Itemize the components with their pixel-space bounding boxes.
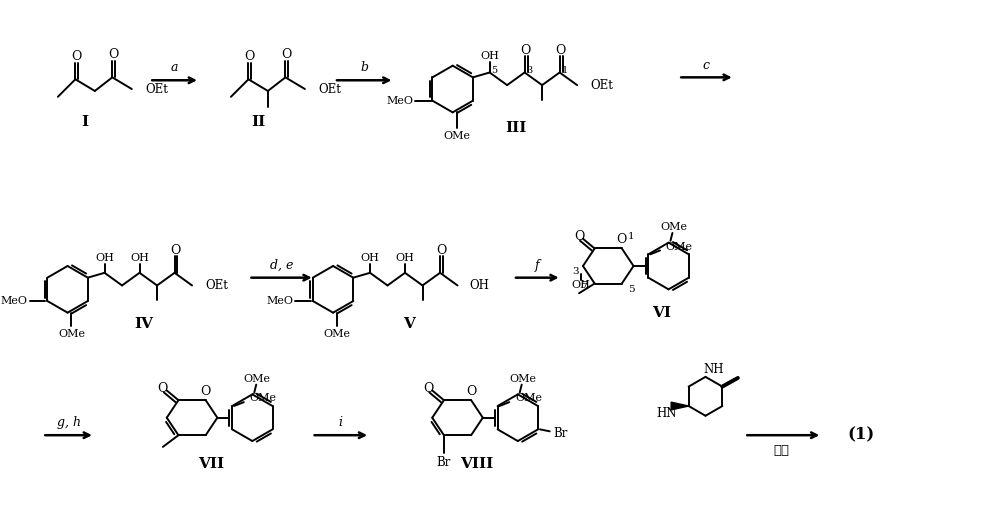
Text: O: O <box>200 385 211 398</box>
Text: 5: 5 <box>491 66 498 75</box>
Text: O: O <box>71 51 82 63</box>
Text: VI: VI <box>652 306 671 320</box>
Text: OMe: OMe <box>509 374 536 384</box>
Text: O: O <box>436 244 446 257</box>
Text: O: O <box>281 48 292 62</box>
Text: O: O <box>574 230 584 243</box>
Text: 5: 5 <box>628 285 635 294</box>
Text: OMe: OMe <box>443 131 470 140</box>
Text: OMe: OMe <box>666 242 693 252</box>
Polygon shape <box>671 402 689 410</box>
Text: c: c <box>703 59 710 71</box>
Text: I: I <box>82 115 89 129</box>
Text: O: O <box>108 48 118 62</box>
Text: g, h: g, h <box>57 417 81 429</box>
Text: OMe: OMe <box>323 329 350 339</box>
Text: d, e: d, e <box>270 259 293 272</box>
Text: Br: Br <box>437 456 451 469</box>
Text: i: i <box>339 417 343 429</box>
Text: 7: 7 <box>582 281 588 290</box>
Text: b: b <box>360 61 368 74</box>
Text: OMe: OMe <box>244 374 271 384</box>
Text: OH: OH <box>95 253 114 263</box>
Text: OEt: OEt <box>206 279 229 292</box>
Text: 3: 3 <box>572 268 579 276</box>
Text: 1: 1 <box>561 66 568 75</box>
Text: III: III <box>505 121 527 135</box>
Text: O: O <box>423 382 434 395</box>
Text: 1: 1 <box>628 232 635 242</box>
Text: O: O <box>555 44 566 56</box>
Text: O: O <box>170 244 181 257</box>
Text: OEt: OEt <box>591 79 614 92</box>
Text: O: O <box>158 382 168 395</box>
Text: II: II <box>251 115 265 129</box>
Text: a: a <box>171 61 178 74</box>
Text: O: O <box>520 44 531 56</box>
Text: (1): (1) <box>847 427 875 444</box>
Text: OMe: OMe <box>58 329 85 339</box>
Text: OH: OH <box>480 51 499 61</box>
Text: O: O <box>244 51 255 63</box>
Text: HN: HN <box>656 408 677 420</box>
Text: VIII: VIII <box>460 458 494 471</box>
Text: OMe: OMe <box>515 393 542 403</box>
Text: V: V <box>403 318 415 331</box>
Text: OMe: OMe <box>660 222 687 232</box>
Text: O: O <box>617 233 627 246</box>
Text: O: O <box>466 385 476 398</box>
Text: OH: OH <box>572 280 590 290</box>
Text: 3: 3 <box>526 66 533 75</box>
Text: MeO: MeO <box>386 96 413 106</box>
Text: Br: Br <box>554 427 568 440</box>
Text: 乙腈: 乙腈 <box>773 444 789 458</box>
Text: f: f <box>535 259 540 272</box>
Text: OH: OH <box>361 253 379 263</box>
Text: OEt: OEt <box>318 82 341 96</box>
Text: OH: OH <box>130 253 149 263</box>
Text: MeO: MeO <box>1 296 28 306</box>
Text: MeO: MeO <box>266 296 293 306</box>
Text: VII: VII <box>198 458 225 471</box>
Text: OMe: OMe <box>250 393 277 403</box>
Text: OH: OH <box>396 253 414 263</box>
Text: OH: OH <box>469 279 489 292</box>
Text: OEt: OEt <box>145 82 168 96</box>
Text: IV: IV <box>134 318 153 331</box>
Text: NH: NH <box>703 363 724 376</box>
